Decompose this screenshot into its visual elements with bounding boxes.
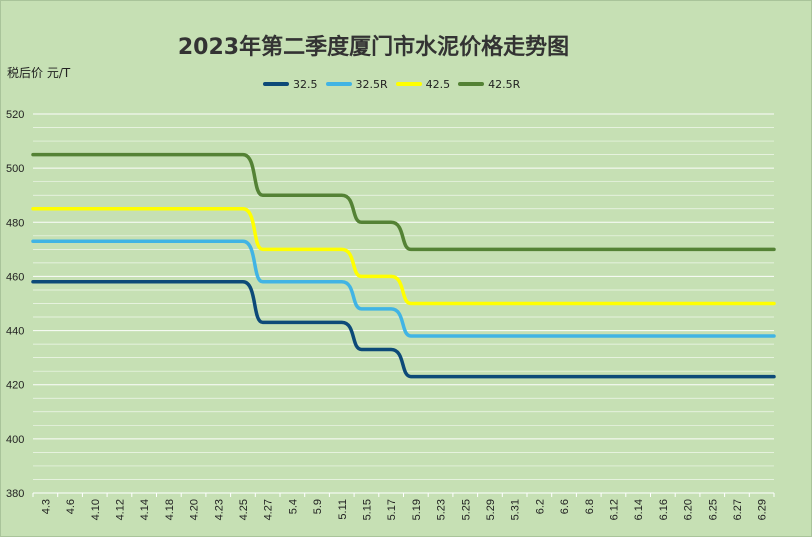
- legend-swatch: [263, 82, 289, 86]
- y-axis-unit-label: 税后价 元/T: [7, 66, 71, 80]
- x-tick-label: 4.25: [238, 499, 250, 520]
- x-tick-label: 5.11: [337, 499, 349, 520]
- legend-swatch: [395, 82, 422, 86]
- x-tick-label: 4.27: [263, 499, 275, 520]
- x-tick-label: 5.25: [460, 499, 472, 520]
- legend-item: 42.5: [395, 77, 451, 91]
- x-tick-label: 5.15: [361, 499, 373, 520]
- legend-item: 32.5: [263, 78, 318, 91]
- series-line-32-5R: [31, 239, 776, 338]
- legend-label: 32.5: [293, 77, 318, 91]
- x-tick-label: 5.31: [510, 499, 522, 520]
- chart-title: 2023年第二季度厦门市水泥价格走势图: [177, 35, 570, 60]
- x-tick-label: 6.25: [707, 499, 719, 520]
- x-tick-label: 5.19: [411, 499, 423, 520]
- legend-label: 42.5R: [488, 77, 521, 91]
- x-tick-label: 6.8: [584, 499, 596, 514]
- x-tick-label: 4.3: [40, 499, 52, 514]
- y-tick-label: 380: [6, 488, 24, 500]
- y-tick-label: 420: [6, 380, 24, 392]
- y-tick-label: 460: [6, 271, 24, 283]
- y-tick-label: 480: [6, 217, 24, 229]
- x-tick-label: 5.29: [485, 499, 497, 520]
- x-tick-label: 4.23: [213, 499, 225, 520]
- x-tick-label: 5.9: [312, 499, 324, 514]
- x-tick-label: 5.17: [386, 499, 398, 520]
- legend-label: 32.5R: [355, 77, 388, 91]
- y-tick-label: 400: [6, 434, 24, 446]
- legend-label: 42.5: [425, 77, 451, 91]
- x-tick-label: 6.29: [757, 499, 769, 520]
- x-tick-label: 6.27: [732, 499, 744, 520]
- x-tick-label: 6.12: [608, 499, 620, 520]
- x-tick-label: 5.4: [287, 499, 299, 514]
- x-tick-label: 4.12: [114, 499, 126, 520]
- x-tick-label: 6.2: [534, 499, 546, 514]
- x-tick-label: 6.6: [559, 499, 571, 514]
- y-tick-label: 500: [6, 163, 24, 175]
- series-line-32-5: [31, 280, 776, 379]
- series-line-42-5: [31, 207, 776, 306]
- legend-item: 42.5R: [458, 78, 520, 91]
- x-tick-label: 6.20: [683, 499, 695, 520]
- x-tick-label: 4.10: [90, 499, 102, 520]
- legend-swatch: [458, 82, 485, 86]
- x-tick-label: 6.14: [633, 499, 645, 520]
- chart-legend: 32.5 32.5R 42.5 42.5R: [263, 77, 528, 91]
- y-tick-label: 520: [6, 109, 24, 121]
- x-tick-label: 4.14: [139, 499, 151, 520]
- series-line-42-5R: [31, 152, 776, 252]
- x-tick-label: 6.16: [658, 499, 670, 520]
- x-tick-label: 4.20: [189, 499, 201, 520]
- x-tick-label: 5.23: [436, 499, 448, 520]
- y-tick-label: 440: [6, 326, 24, 338]
- legend-item: 32.5R: [325, 77, 388, 91]
- x-tick-label: 4.6: [65, 499, 77, 514]
- x-tick-label: 4.18: [164, 499, 176, 520]
- legend-swatch: [325, 82, 352, 86]
